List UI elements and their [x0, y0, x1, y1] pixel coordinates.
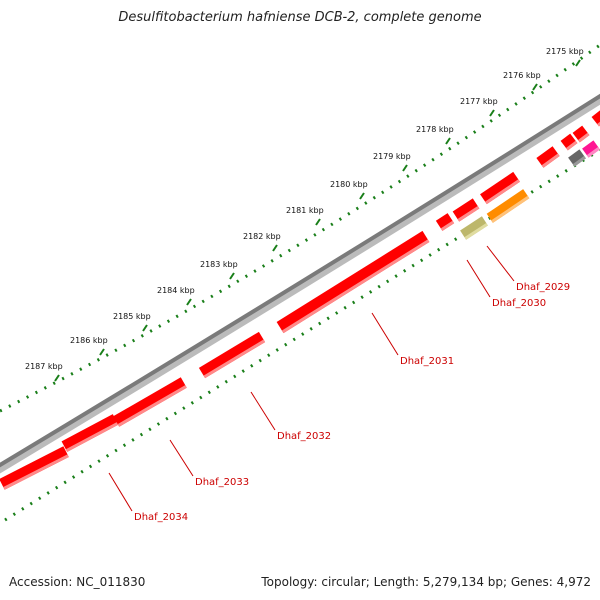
kbp-label: 2176 kbp [503, 71, 541, 80]
gene-label[interactable]: Dhaf_2030 [492, 298, 546, 309]
genome-backbone [0, 93, 600, 468]
gene-small-6-shade [578, 132, 590, 143]
gene-label[interactable]: Dhaf_2033 [195, 477, 249, 488]
kbp-label: 2184 kbp [157, 286, 195, 295]
map-title: Desulfitobacterium hafniense DCB-2, comp… [118, 10, 482, 25]
gene-small-2-body [452, 198, 480, 222]
gene-small-4-shade [541, 153, 560, 168]
gene-dhaf-2029-body [486, 189, 530, 223]
gene-small-3-body [480, 171, 520, 205]
gene-small-3-shade [485, 179, 520, 205]
gene-label[interactable]: Dhaf_2031 [400, 356, 454, 367]
kbp-label: 2185 kbp [113, 312, 151, 321]
gene-dhaf-2033-body [61, 414, 119, 452]
gene-dhaf-2033b-shade [117, 385, 187, 427]
gene-small-1[interactable] [435, 213, 455, 231]
gene-dhaf-2034-shade [3, 454, 69, 490]
kbp-tick [229, 272, 235, 280]
gene-small-1-shade [440, 220, 455, 231]
gene-label-leader [108, 472, 133, 512]
kbp-tick [54, 374, 60, 382]
gene-dhaf-2030-shade [464, 223, 488, 240]
gene-dhaf-2033b-body [113, 377, 187, 427]
gene-small-4-body [536, 146, 560, 168]
kbp-tick [359, 192, 365, 200]
kbp-tick [575, 59, 581, 67]
kbp-label: 2182 kbp [243, 232, 281, 241]
major-ticks [54, 59, 581, 382]
gene-small-5[interactable] [560, 133, 578, 151]
kbp-tick [186, 298, 192, 306]
kbp-label: 2177 kbp [460, 97, 498, 106]
gene-gray-shade [572, 155, 586, 167]
gene-dhaf-2030-body [460, 216, 488, 240]
gene-dhaf-2030[interactable] [460, 216, 488, 240]
kbp-label: 2187 kbp [25, 362, 63, 371]
gene-magenta-body [582, 140, 600, 158]
kbp-label: 2175 kbp [546, 47, 584, 56]
gene-dhaf-2029-shade [491, 195, 530, 223]
gene-label[interactable]: Dhaf_2032 [277, 431, 331, 442]
kbp-tick [445, 137, 451, 145]
kbp-labels: 2175 kbp 2176 kbp 2177 kbp 2178 kbp 2179 kbp… [25, 47, 584, 371]
gene-dhaf-2032-body [198, 331, 266, 379]
kbp-label: 2178 kbp [416, 125, 454, 134]
gene-magenta-shade [586, 146, 600, 158]
gene-dhaf-2029[interactable] [486, 189, 530, 223]
backbone-shadow [0, 97, 600, 474]
kbp-tick [402, 164, 408, 172]
gene-dhaf-2034[interactable] [0, 446, 69, 490]
gene-small-6[interactable] [572, 125, 590, 143]
kbp-label: 2186 kbp [70, 336, 108, 345]
gene-label[interactable]: Dhaf_2029 [516, 282, 570, 293]
kbp-label: 2183 kbp [200, 260, 238, 269]
gene-label-leader [486, 245, 515, 282]
kbp-tick [532, 83, 538, 91]
gene-small-3[interactable] [480, 171, 520, 205]
genome-summary: Topology: circular; Length: 5,279,134 bp… [261, 575, 591, 589]
gene-dhaf-2031[interactable] [276, 230, 430, 334]
gene-dhaf-2033-shade [65, 422, 119, 452]
gene-dhaf-2032[interactable] [198, 331, 266, 379]
kbp-tick [272, 244, 278, 252]
kbp-label: 2180 kbp [330, 180, 368, 189]
gene-label[interactable]: Dhaf_2034 [134, 512, 188, 523]
kbp-tick [315, 218, 321, 226]
kbp-label: 2181 kbp [286, 206, 324, 215]
gene-gray[interactable] [568, 149, 586, 167]
kbp-tick [489, 109, 495, 117]
accession-label: Accession: NC_011830 [9, 575, 146, 589]
gene-labels: Dhaf_2029 Dhaf_2030 Dhaf_2031 Dhaf_2032 Dhaf… [108, 245, 570, 523]
gene-dhaf-2034-body [0, 446, 69, 490]
outer-tick-ring [0, 43, 600, 413]
gene-dhaf-2032-shade [203, 339, 266, 379]
gene-small-1-body [435, 213, 455, 231]
gene-label-leader [466, 259, 491, 298]
gene-gray-body [568, 149, 586, 167]
gene-dhaf-2033[interactable] [61, 414, 119, 452]
kbp-tick [99, 348, 105, 356]
gene-small-7-body [591, 109, 600, 127]
gene-small-5-shade [566, 140, 578, 151]
kbp-tick [142, 324, 148, 332]
gene-small-2-shade [457, 205, 480, 222]
gene-magenta[interactable] [582, 140, 600, 158]
gene-small-2[interactable] [452, 198, 480, 222]
gene-features [0, 109, 600, 490]
gene-label-leader [169, 439, 194, 477]
kbp-label: 2179 kbp [373, 152, 411, 161]
gene-small-7[interactable] [591, 109, 600, 127]
gene-dhaf-2031-shade [281, 239, 430, 334]
gene-dhaf-2033b[interactable] [113, 377, 187, 427]
gene-dhaf-2031-body [276, 230, 430, 334]
gene-label-leader [250, 391, 276, 431]
gene-label-leader [371, 312, 399, 356]
gene-small-4[interactable] [536, 146, 560, 168]
